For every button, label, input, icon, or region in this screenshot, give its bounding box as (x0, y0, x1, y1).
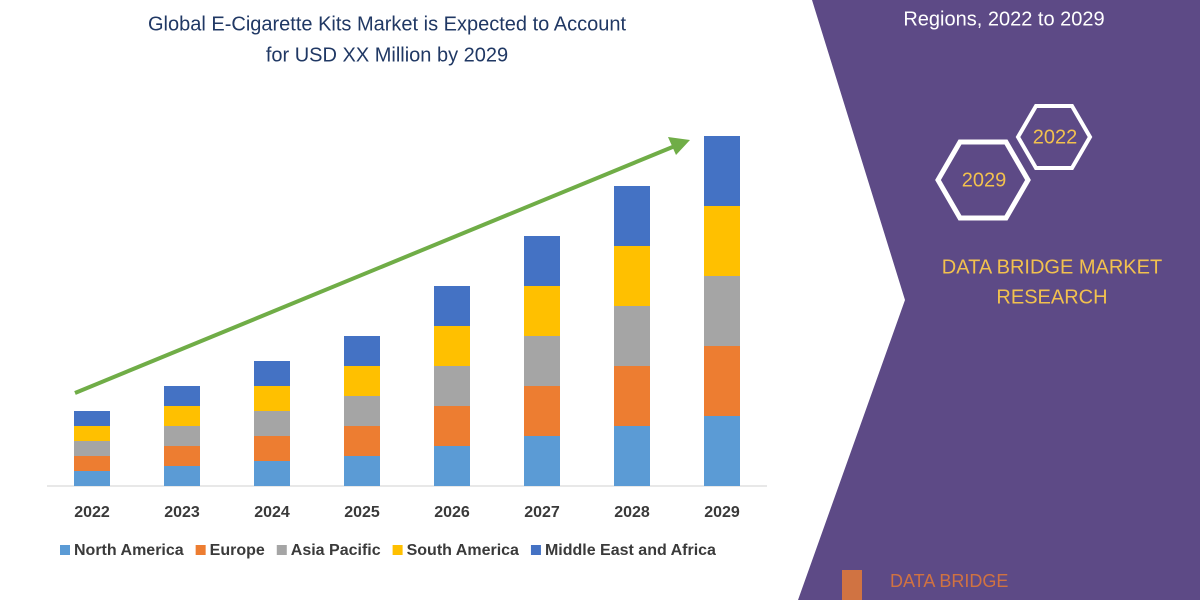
bar-segment (254, 386, 290, 411)
bar-segment (344, 366, 380, 396)
x-tick-label: 2028 (614, 504, 650, 521)
bar-segment (344, 456, 380, 486)
bar-segment (74, 471, 110, 486)
bar-segment (74, 426, 110, 441)
bar-segment (254, 461, 290, 486)
logo-text: DATA BRIDGE (890, 571, 1008, 591)
bar-segment (164, 386, 200, 406)
bar-segment (614, 306, 650, 366)
brand-text: RESEARCH (996, 286, 1107, 308)
bar-segment (344, 396, 380, 426)
legend-swatch (276, 545, 287, 555)
bar-segment (434, 286, 470, 326)
bar-segment (434, 446, 470, 486)
bar-segment (164, 406, 200, 426)
bar-segment (74, 411, 110, 426)
side-panel (798, 0, 1200, 600)
bar-segment (74, 456, 110, 471)
bar-segment (164, 446, 200, 466)
bar-segment (344, 426, 380, 456)
panel-subtitle: Regions, 2022 to 2029 (903, 8, 1104, 30)
bar-segment (524, 436, 560, 486)
legend-label: Middle East and Africa (545, 542, 716, 559)
bar-segment (164, 426, 200, 446)
bar-segment (434, 406, 470, 446)
legend-swatch (392, 545, 403, 555)
bar-segment (434, 366, 470, 406)
legend-swatch (195, 545, 206, 555)
bar-segment (524, 236, 560, 286)
bar-segment (704, 276, 740, 346)
trend-arrow (74, 144, 676, 395)
x-tick-label: 2022 (74, 504, 110, 521)
bar-segment (614, 186, 650, 246)
arrow-head (668, 137, 690, 155)
bar-segment (704, 206, 740, 276)
x-tick-label: 2025 (344, 504, 380, 521)
logo-mark (842, 570, 862, 600)
hexagon-label: 2029 (962, 169, 1007, 191)
x-tick-label: 2027 (524, 504, 560, 521)
bar-segment (254, 436, 290, 461)
bar-segment (614, 366, 650, 426)
bar-segment (254, 411, 290, 436)
bar-segment (614, 426, 650, 486)
x-tick-label: 2029 (704, 504, 740, 521)
bar-segment (524, 286, 560, 336)
hexagon (1015, 104, 1093, 170)
bar-segment (704, 136, 740, 206)
bar-segment (524, 386, 560, 436)
hexagon-label: 2022 (1033, 126, 1078, 148)
chart-title: Global E-Cigarette Kits Market is Expect… (148, 13, 626, 35)
bar-segment (434, 326, 470, 366)
x-tick-label: 2024 (254, 504, 290, 521)
bar-segment (614, 246, 650, 306)
x-tick-label: 2023 (164, 504, 200, 521)
bar-segment (344, 336, 380, 366)
bar-segment (164, 466, 200, 486)
bar-segment (74, 441, 110, 456)
hexagon (935, 139, 1031, 221)
brand-text: DATA BRIDGE MARKET (942, 256, 1162, 278)
bar-segment (524, 336, 560, 386)
legend-swatch (530, 545, 541, 555)
bar-segment (254, 361, 290, 386)
x-tick-label: 2026 (434, 504, 470, 521)
bar-segment (704, 346, 740, 416)
legend-label: North America (74, 542, 184, 559)
bar-segment (704, 416, 740, 486)
chart-title: for USD XX Million by 2029 (266, 44, 508, 66)
legend-label: Europe (210, 542, 265, 559)
legend-label: South America (407, 542, 519, 559)
legend-label: Asia Pacific (291, 542, 381, 559)
legend-swatch (60, 545, 70, 555)
